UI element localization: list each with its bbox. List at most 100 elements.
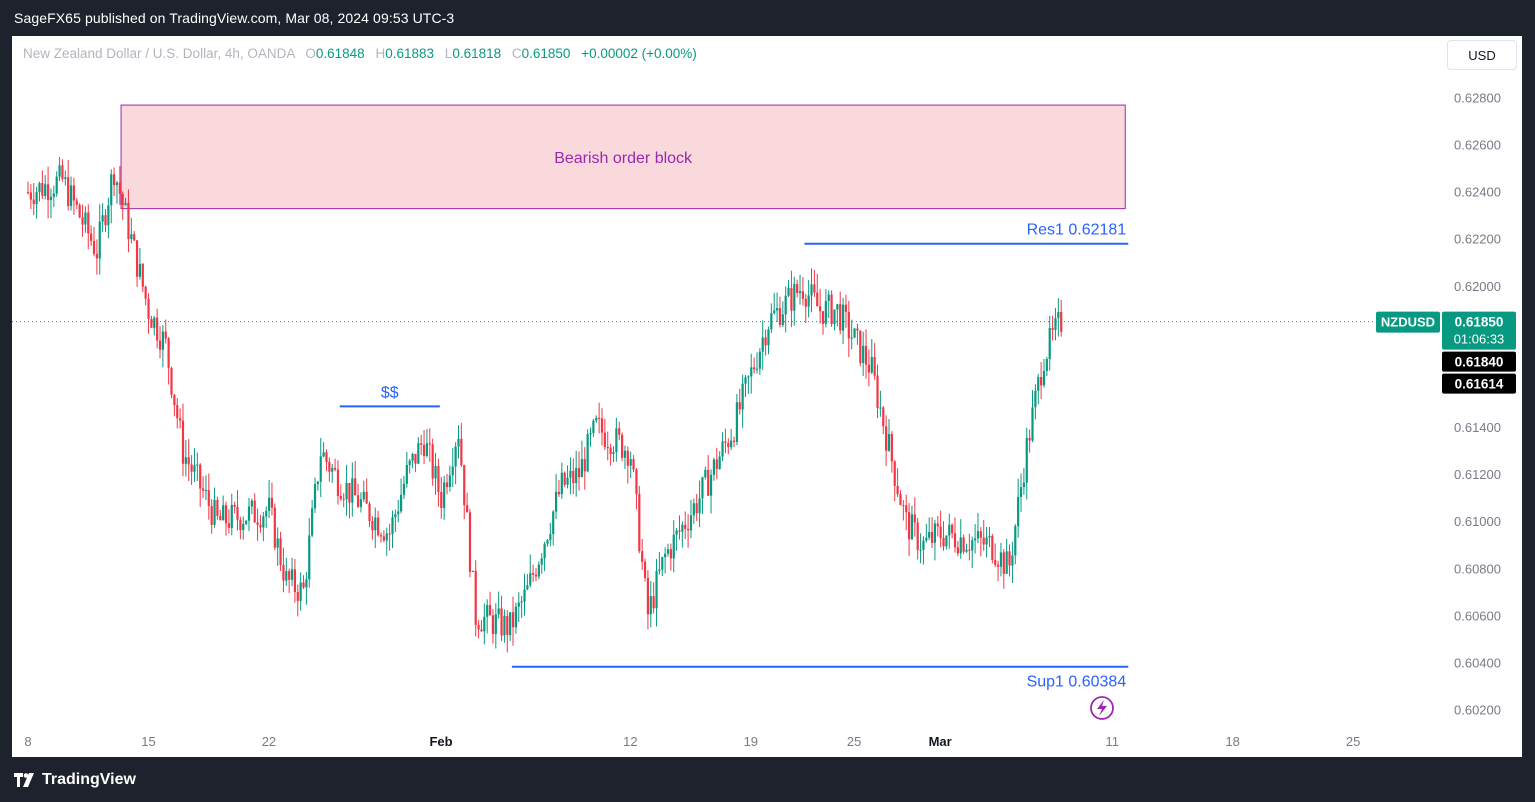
candle-body <box>173 394 176 406</box>
candle-body <box>488 605 492 616</box>
candle-down <box>365 478 368 504</box>
candle-body <box>90 233 93 241</box>
candle-up <box>672 520 675 573</box>
candle-up <box>385 527 388 556</box>
candle-body <box>629 459 632 466</box>
candle-down <box>144 285 147 306</box>
candle-body <box>133 234 136 241</box>
candle-down <box>491 609 495 644</box>
candle-down <box>600 408 604 446</box>
candle-down <box>135 239 139 287</box>
candle-up <box>549 523 552 547</box>
candle-up <box>853 327 856 339</box>
candle-body <box>322 452 325 457</box>
candle-up <box>988 527 991 548</box>
candle-down <box>466 492 469 513</box>
candle-down <box>371 516 374 540</box>
lightning-icon <box>1090 696 1114 720</box>
candle-up <box>698 480 701 528</box>
candle-up <box>721 432 724 462</box>
candle-down <box>133 231 136 242</box>
candle-body <box>382 536 385 541</box>
candle-down <box>190 455 193 485</box>
candle-body <box>167 338 170 368</box>
candle-body <box>506 615 509 635</box>
candle-body <box>115 182 119 186</box>
candle-up <box>417 437 420 465</box>
currency-button[interactable]: USD <box>1447 40 1517 70</box>
candle-up <box>540 553 543 574</box>
price-chart[interactable]: Bearish order block Res1 0.62181 Sup1 0.6… <box>12 36 1522 757</box>
candle-down <box>127 189 130 253</box>
candle-body <box>400 494 403 512</box>
candle-body <box>753 367 756 370</box>
candle-down <box>259 514 262 533</box>
candle-down <box>1040 362 1043 400</box>
candle-up <box>402 475 406 500</box>
candle-body <box>391 517 394 535</box>
order-block-label: Bearish order block <box>554 150 693 167</box>
candle-up <box>959 519 962 559</box>
candle-body <box>526 585 529 590</box>
candle-down <box>233 501 236 514</box>
candle-down <box>26 181 30 195</box>
candle-up <box>615 417 618 462</box>
candle-up <box>833 309 836 331</box>
candle-body <box>974 538 977 541</box>
candle-up <box>925 523 928 543</box>
candle-down <box>626 446 629 484</box>
candle-body <box>684 524 687 529</box>
candle-body <box>388 533 391 535</box>
candle-body <box>552 511 555 535</box>
candle-body <box>925 537 928 541</box>
candle-up <box>1054 307 1057 341</box>
candle-down <box>635 468 638 510</box>
candle-up <box>49 188 53 219</box>
candle-body <box>672 534 675 559</box>
candle-up <box>222 495 225 521</box>
candle-body <box>440 491 443 509</box>
candle-body <box>265 510 268 517</box>
candle-body <box>411 453 414 461</box>
candle-up <box>193 448 196 482</box>
candle-body <box>546 540 549 544</box>
y-tick-label: 0.61000 <box>1454 514 1501 529</box>
candle-down <box>431 438 434 486</box>
candle-up <box>276 527 279 566</box>
candle-body <box>49 196 53 201</box>
price-tag-3-text: 0.61614 <box>1455 377 1504 392</box>
candle-body <box>52 193 55 197</box>
candle-down <box>652 582 655 614</box>
ohlc-legend: New Zealand Dollar / U.S. Dollar, 4h, OA… <box>23 46 697 61</box>
candle-body <box>916 522 919 550</box>
candle-body <box>1048 327 1051 360</box>
candle-up <box>879 390 882 417</box>
candle-body <box>632 459 635 470</box>
candle-up <box>692 498 695 524</box>
candle-body <box>996 564 1000 567</box>
candle-body <box>371 521 374 531</box>
candle-up <box>827 290 830 319</box>
candle-body <box>864 345 868 365</box>
candle-body <box>405 464 408 484</box>
price-tag-2-text: 0.61840 <box>1455 355 1504 370</box>
candle-body <box>457 438 460 447</box>
candle-up <box>887 418 891 453</box>
candle-body <box>448 475 451 488</box>
candle-up <box>595 415 598 423</box>
chart-panel[interactable]: Bearish order block Res1 0.62181 Sup1 0.6… <box>12 36 1522 757</box>
tradingview-logo[interactable]: TradingView <box>14 771 136 789</box>
candle-up <box>509 612 512 641</box>
candle-down <box>118 166 121 205</box>
candle-body <box>572 470 575 484</box>
candle-down <box>273 503 276 551</box>
candle-up <box>592 418 595 437</box>
candle-down <box>388 523 391 551</box>
candle-down <box>328 457 331 482</box>
candle-body <box>179 418 182 421</box>
candle-down <box>150 315 153 328</box>
candle-down <box>606 431 609 461</box>
candle-body <box>104 215 107 226</box>
candle-down <box>577 451 581 491</box>
candle-body <box>982 537 985 545</box>
